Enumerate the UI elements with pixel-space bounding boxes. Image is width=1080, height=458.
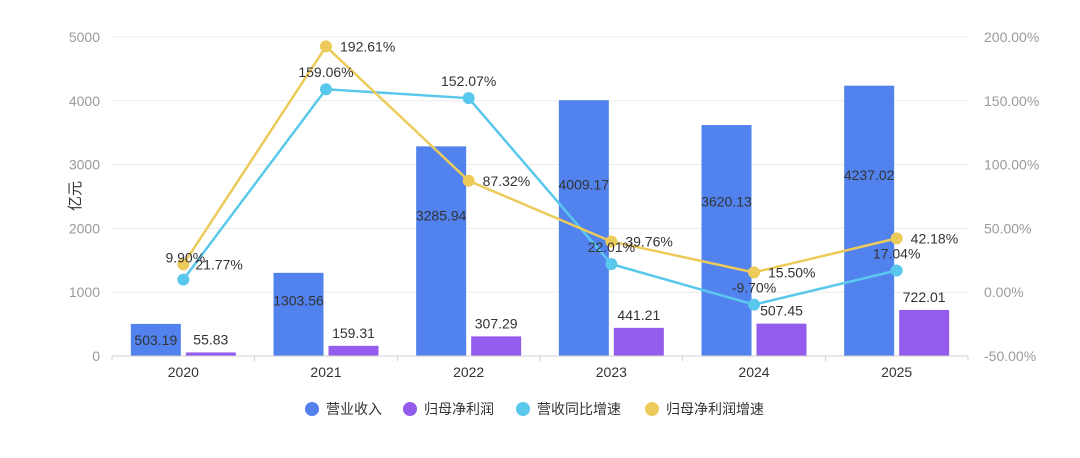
legend: 营业收入 归母净利润 营收同比增速 归母净利润增速	[305, 401, 764, 417]
y-axis: 0 1000 2000 3000 4000 5000	[69, 29, 100, 364]
y2-tick-label: 0.00%	[984, 284, 1024, 300]
y2-tick-label: 200.00%	[984, 29, 1039, 45]
y2-tick-label: 100.00%	[984, 157, 1039, 173]
x-axis: 2020 2021 2022 2023 2024 2025	[111, 355, 969, 380]
data-label: 15.50%	[768, 264, 815, 280]
y2-tick-label: 50.00%	[984, 220, 1031, 236]
bar	[756, 323, 807, 356]
bar	[185, 352, 236, 356]
bar	[899, 309, 950, 356]
data-label: 39.76%	[625, 233, 672, 249]
legend-label: 归母净利润	[424, 401, 494, 417]
data-label: 87.32%	[483, 173, 530, 189]
data-point	[177, 273, 190, 286]
data-label: 21.77%	[195, 256, 242, 272]
x-tick-label: 2020	[168, 364, 199, 380]
y-tick-label: 2000	[69, 220, 100, 236]
data-point	[320, 83, 332, 96]
data-point	[462, 174, 475, 187]
series-line	[182, 44, 897, 274]
x-tick-label: 2024	[738, 364, 769, 380]
bar	[416, 146, 467, 356]
bar	[701, 125, 752, 356]
y-tick-label: 1000	[69, 284, 100, 300]
legend-label: 营业收入	[326, 401, 382, 417]
bar	[471, 336, 522, 356]
data-label: 4237.02	[844, 167, 895, 183]
x-tick-label: 2025	[881, 364, 912, 380]
lines	[177, 40, 903, 311]
data-label: -9.70%	[732, 280, 776, 296]
data-point	[748, 298, 760, 311]
data-label: 192.61%	[340, 38, 395, 54]
data-point	[890, 232, 903, 245]
y-tick-label: 4000	[69, 93, 100, 109]
data-label: 1303.56	[273, 292, 324, 308]
data-label: 17.04%	[873, 245, 920, 261]
y-tick-label: 0	[92, 348, 100, 364]
data-point	[605, 235, 618, 248]
bar	[328, 345, 379, 356]
data-label: 503.19	[134, 332, 177, 348]
data-point	[890, 264, 903, 277]
legend-label: 归母净利润增速	[666, 401, 764, 417]
data-label: 722.01	[903, 289, 946, 305]
data-label: 441.21	[617, 307, 660, 323]
grid	[112, 36, 968, 293]
y-axis-title: 亿元	[67, 181, 84, 211]
data-point	[462, 92, 475, 105]
bar	[613, 327, 664, 356]
bar	[273, 272, 324, 356]
data-label: 9.90%	[165, 250, 205, 266]
data-point	[177, 258, 190, 271]
data-label: 159.06%	[298, 64, 353, 80]
bar	[558, 100, 609, 356]
y2-axis: -50.00% 0.00% 50.00% 100.00% 150.00% 200.00%	[984, 29, 1039, 364]
bar	[130, 323, 181, 356]
legend-marker	[516, 402, 530, 416]
data-label: 55.83	[193, 331, 228, 347]
legend-marker	[645, 402, 659, 416]
y-tick-label: 3000	[69, 157, 100, 173]
x-tick-label: 2021	[310, 364, 341, 380]
data-label: 3285.94	[416, 208, 467, 224]
data-label: 4009.17	[559, 177, 610, 193]
data-point	[320, 40, 332, 53]
data-label: 3620.13	[701, 193, 752, 209]
legend-marker	[403, 402, 417, 416]
bars	[130, 85, 950, 356]
y-tick-label: 5000	[69, 29, 100, 45]
legend-label: 营收同比增速	[537, 401, 621, 417]
data-label: 507.45	[760, 303, 803, 319]
data-label: 307.29	[475, 315, 518, 331]
x-tick-label: 2023	[596, 364, 627, 380]
x-tick-label: 2022	[453, 364, 484, 380]
y2-tick-label: -50.00%	[984, 348, 1036, 364]
data-point	[748, 266, 760, 279]
data-label: 42.18%	[911, 230, 958, 246]
data-label: 152.07%	[441, 73, 496, 89]
data-labels: 503.19 1303.56 3285.94 4009.17 3620.13 4237.0…	[134, 38, 958, 348]
data-point	[605, 258, 618, 271]
series-line	[182, 87, 897, 306]
data-label: 159.31	[332, 325, 375, 341]
bar	[844, 85, 895, 356]
y2-tick-label: 150.00%	[984, 93, 1039, 109]
legend-marker	[305, 402, 319, 416]
data-label: 22.01%	[588, 239, 635, 255]
